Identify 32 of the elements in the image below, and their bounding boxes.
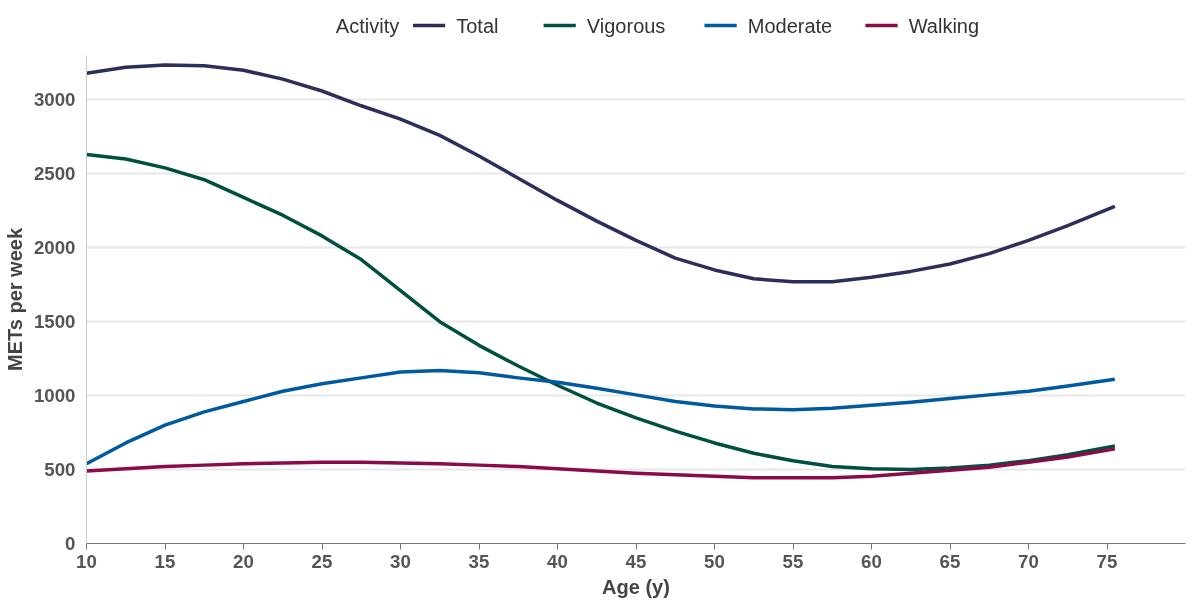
- x-tick-label: 60: [861, 550, 882, 572]
- x-tick-label: 75: [1096, 550, 1118, 572]
- y-tick-label: 1500: [34, 311, 76, 333]
- line-series: [86, 368, 1117, 466]
- y-tick-label: 0: [65, 533, 76, 554]
- line-series: [86, 447, 1117, 480]
- x-tick-label: 10: [76, 550, 97, 572]
- legend-title: Activity: [335, 14, 400, 37]
- x-tick-label: 25: [311, 550, 333, 572]
- y-tick-label: 2500: [34, 163, 76, 185]
- y-axis-title: METs per week: [4, 227, 26, 372]
- y-tick-label: 3000: [34, 89, 76, 111]
- line-series: [86, 63, 1117, 284]
- x-tick-label: 50: [704, 550, 725, 572]
- x-tick-label: 45: [625, 550, 647, 572]
- legend-label: Total: [456, 14, 499, 37]
- x-tick-label: 70: [1018, 550, 1039, 572]
- x-tick-label: 30: [390, 550, 411, 572]
- legend-label: Moderate: [747, 14, 833, 37]
- y-tick-label: 500: [44, 459, 76, 481]
- legend-label: Vigorous: [586, 14, 666, 37]
- y-tick-label: 2000: [34, 237, 76, 259]
- x-axis-title: Age (y): [602, 575, 670, 598]
- legend-label: Walking: [908, 14, 980, 37]
- y-tick-label: 1000: [34, 385, 76, 407]
- x-tick-label: 35: [468, 550, 490, 572]
- x-tick-label: 65: [939, 550, 961, 572]
- x-tick-label: 55: [782, 550, 804, 572]
- x-tick-label: 40: [547, 550, 568, 572]
- x-tick-label: 15: [154, 550, 176, 572]
- x-tick-label: 20: [233, 550, 254, 572]
- line-series: [86, 152, 1117, 472]
